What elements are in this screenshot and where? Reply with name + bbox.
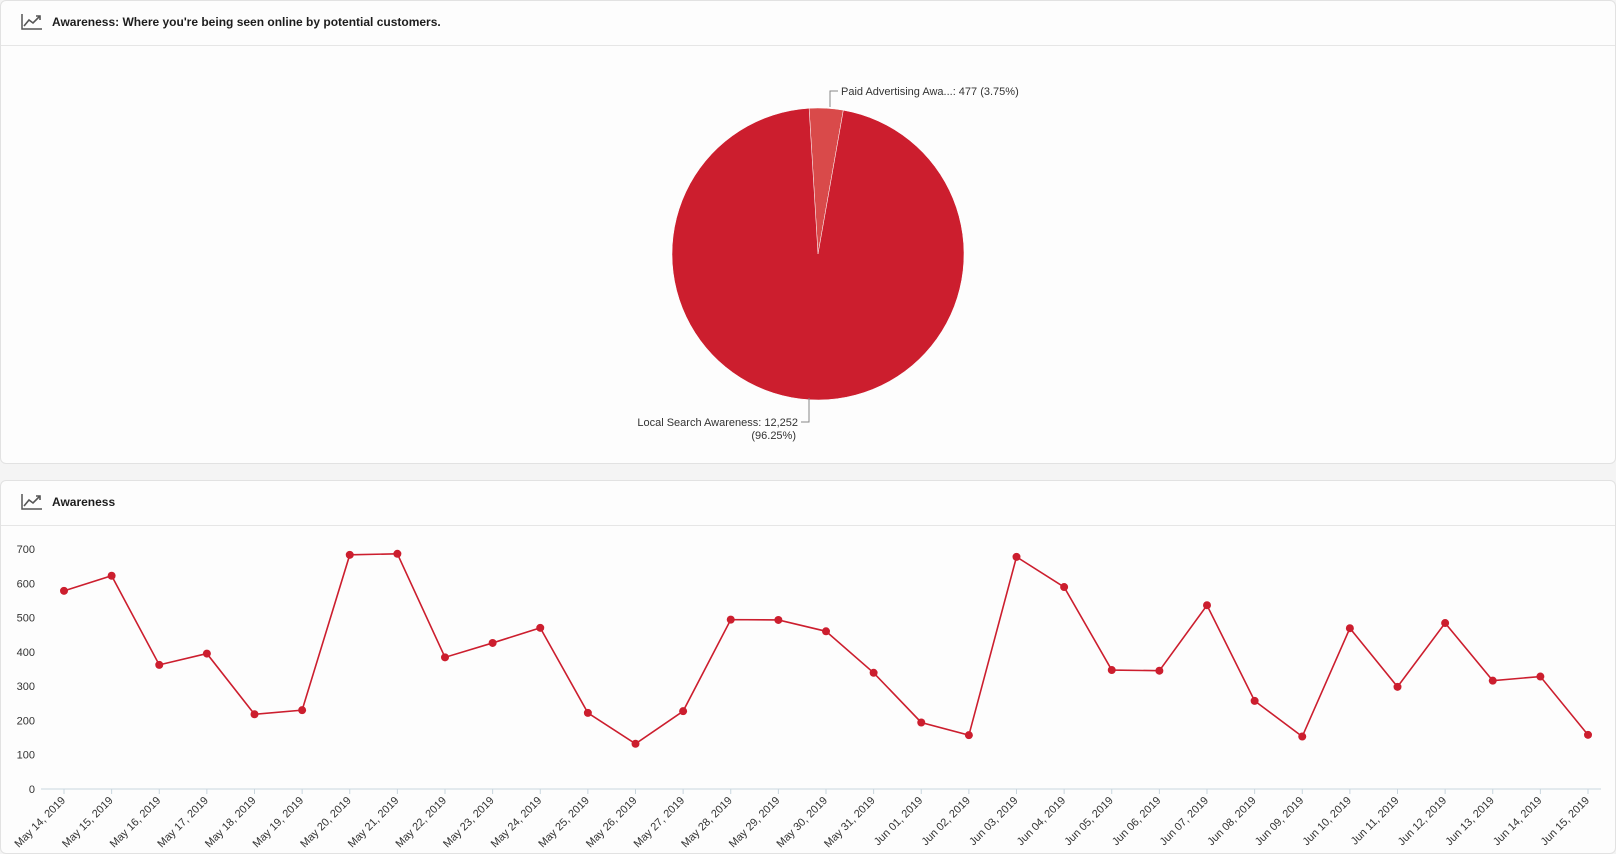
data-point[interactable] (726, 615, 735, 624)
pie-label-local-search: Local Search Awareness: 12,252 (637, 417, 798, 429)
x-tick-label: Jun 14, 2019 (1491, 795, 1544, 848)
y-tick-label: 400 (17, 647, 35, 659)
y-tick-label: 200 (17, 715, 35, 727)
data-point[interactable] (1012, 552, 1021, 561)
pie-panel-header: Awareness: Where you're being seen onlin… (1, 1, 1615, 46)
data-point[interactable] (1345, 624, 1354, 633)
line-panel-header: Awareness (1, 481, 1615, 526)
data-point[interactable] (1298, 732, 1307, 741)
trend-chart-icon (21, 494, 42, 510)
pie-chart-panel: Awareness: Where you're being seen onlin… (0, 0, 1616, 464)
pie-label-leader-paid (829, 90, 838, 107)
y-tick-label: 0 (29, 784, 35, 796)
x-tick-label: Jun 09, 2019 (1253, 795, 1306, 848)
data-point[interactable] (298, 706, 307, 715)
line-panel-title: Awareness (52, 495, 116, 509)
data-point[interactable] (1155, 666, 1164, 675)
y-tick-label: 100 (17, 750, 35, 762)
pie-label-local-search-percent: (96.25%) (751, 430, 796, 442)
x-tick-label: Jun 07, 2019 (1158, 795, 1211, 848)
data-point[interactable] (250, 710, 259, 719)
series-line (63, 552, 1589, 745)
x-tick-label: Jun 15, 2019 (1539, 795, 1592, 848)
data-point[interactable] (679, 707, 688, 716)
x-tick-label: Jun 04, 2019 (1015, 795, 1068, 848)
x-tick-label: Jun 12, 2019 (1396, 795, 1449, 848)
pie-label-paid-advertising: Paid Advertising Awa...: 477 (3.75%) (841, 86, 1019, 98)
data-point[interactable] (441, 653, 449, 662)
data-point[interactable] (822, 627, 830, 636)
data-point[interactable] (155, 660, 164, 669)
y-tick-label: 500 (17, 613, 35, 625)
pie-label-leader-local (801, 398, 810, 423)
y-tick-label: 700 (17, 544, 35, 556)
y-tick-label: 600 (17, 578, 35, 590)
data-point[interactable] (1393, 682, 1402, 691)
x-tick-label: Jun 13, 2019 (1443, 795, 1496, 848)
trend-chart-icon (21, 14, 42, 30)
data-point[interactable] (631, 739, 640, 748)
data-point[interactable] (1488, 676, 1497, 685)
data-point[interactable] (1060, 583, 1069, 592)
x-tick-label: Jun 02, 2019 (920, 795, 973, 848)
data-point[interactable] (393, 549, 402, 558)
x-tick-label: Jun 10, 2019 (1301, 795, 1354, 848)
x-tick-label: May 31, 2019 (822, 795, 878, 851)
x-tick-label: Jun 08, 2019 (1205, 795, 1258, 848)
data-point[interactable] (345, 550, 354, 559)
data-point[interactable] (488, 638, 497, 647)
x-tick-label: Jun 01, 2019 (872, 795, 925, 848)
pie-chart: Paid Advertising Awa...: 477 (3.75%) Loca… (637, 86, 1019, 442)
data-point[interactable] (1536, 672, 1545, 681)
data-point[interactable] (1203, 601, 1211, 610)
x-tick-label: Jun 06, 2019 (1110, 795, 1163, 848)
y-tick-label: 300 (17, 681, 35, 693)
data-point[interactable] (774, 615, 783, 624)
data-point[interactable] (1441, 619, 1450, 628)
pie-slice-local-search[interactable] (671, 108, 965, 401)
pie-panel-title: Awareness: Where you're being seen onlin… (52, 15, 441, 29)
data-point[interactable] (1584, 730, 1592, 739)
x-tick-label: Jun 05, 2019 (1062, 795, 1115, 848)
data-point[interactable] (917, 718, 926, 727)
line-chart-panel: Awareness 0 100 200 300 400 500 600 700 May 14, … (0, 480, 1616, 854)
data-point[interactable] (1250, 696, 1259, 705)
x-tick-label: Jun 11, 2019 (1349, 795, 1402, 848)
data-point[interactable] (583, 708, 592, 717)
data-point[interactable] (964, 731, 973, 740)
data-point[interactable] (107, 571, 116, 580)
data-point[interactable] (60, 586, 68, 595)
data-point[interactable] (1107, 666, 1116, 675)
data-point[interactable] (202, 649, 211, 658)
data-point[interactable] (536, 623, 545, 632)
data-point[interactable] (869, 668, 878, 677)
x-tick-label: Jun 03, 2019 (967, 795, 1020, 848)
